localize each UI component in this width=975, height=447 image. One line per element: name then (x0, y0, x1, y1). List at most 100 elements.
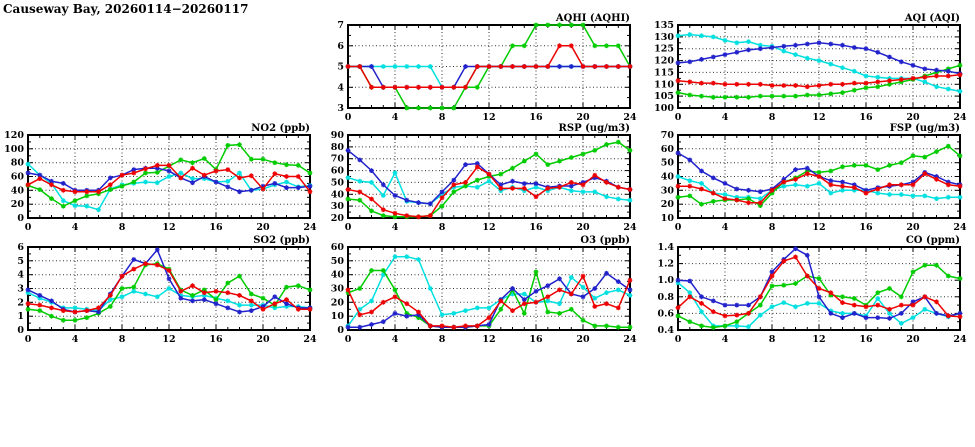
svg-text:40: 40 (331, 270, 345, 281)
chart-svg-no2: 0 20 40 60 80 100 120 0 4 8 12 16 20 24 NO2 (ppb) (4, 123, 317, 232)
svg-text:20: 20 (906, 112, 920, 122)
svg-text:100: 100 (4, 144, 24, 155)
svg-text:1: 1 (17, 311, 24, 322)
svg-text:8: 8 (769, 112, 776, 122)
svg-text:0: 0 (675, 334, 682, 344)
svg-text:12: 12 (482, 112, 495, 122)
svg-text:8: 8 (769, 222, 776, 232)
svg-text:20: 20 (576, 334, 590, 344)
svg-text:40: 40 (331, 189, 345, 200)
svg-text:2: 2 (17, 297, 24, 308)
series-markers-red (345, 43, 633, 90)
svg-text:16: 16 (859, 222, 873, 232)
svg-text:0: 0 (17, 325, 24, 336)
svg-text:0: 0 (675, 222, 682, 232)
svg-text:5: 5 (17, 256, 24, 267)
svg-text:70: 70 (331, 154, 345, 165)
series-green (345, 268, 633, 330)
y-axis-labels: 0 20 40 60 80 100 120 (4, 130, 24, 224)
svg-text:8: 8 (439, 112, 446, 122)
svg-text:8: 8 (439, 334, 446, 344)
svg-text:16: 16 (859, 112, 873, 122)
svg-text:80: 80 (331, 142, 345, 153)
svg-text:40: 40 (11, 185, 25, 196)
svg-text:0: 0 (675, 112, 682, 122)
series-red (25, 261, 313, 315)
chart-title-rsp: RSP (ug/m3) (559, 123, 630, 134)
series-red (345, 43, 633, 90)
y-axis-labels: 10 20 30 40 50 60 70 (661, 130, 675, 224)
svg-text:115: 115 (654, 67, 674, 78)
series-markers-red (675, 254, 963, 320)
svg-text:20: 20 (661, 199, 675, 210)
svg-text:120: 120 (4, 130, 24, 141)
svg-text:100: 100 (654, 103, 674, 114)
svg-text:0: 0 (25, 334, 32, 344)
svg-text:8: 8 (769, 334, 776, 344)
series-markers-red (345, 273, 633, 330)
x-axis-labels: 0 4 8 12 16 20 24 (345, 112, 637, 122)
series-blue (25, 247, 313, 315)
svg-text:4: 4 (337, 82, 344, 93)
chart-co: 0.4 0.6 0.8 1.0 1.2 1.4 0 4 8 12 16 20 24 CO (ppm) (650, 231, 970, 344)
y-axis-labels: 0 1 2 3 4 5 6 (17, 242, 24, 336)
chart-svg-o3: 0 10 20 30 40 50 60 0 4 8 12 16 20 24 O3 (ppb) (331, 235, 637, 344)
svg-text:135: 135 (654, 20, 674, 31)
y-axis-labels: 0 10 20 30 40 50 60 (331, 242, 345, 336)
gridlines (28, 247, 310, 330)
svg-text:4: 4 (72, 222, 79, 232)
svg-text:24: 24 (303, 222, 317, 232)
x-axis-labels: 0 4 8 12 16 20 24 (25, 222, 317, 232)
chart-rsp: 20 30 40 50 60 70 80 90 0 4 8 12 16 20 24 RSP (ug/m3) (320, 119, 640, 232)
svg-text:50: 50 (331, 256, 345, 267)
svg-text:1.4: 1.4 (657, 242, 674, 253)
svg-text:8: 8 (119, 334, 126, 344)
svg-text:4: 4 (392, 112, 399, 122)
x-axis-labels: 0 4 8 12 16 20 24 (345, 334, 637, 344)
svg-text:24: 24 (623, 112, 637, 122)
svg-text:24: 24 (953, 334, 967, 344)
chart-title-no2: NO2 (ppb) (251, 123, 310, 134)
svg-text:20: 20 (576, 222, 590, 232)
svg-text:24: 24 (303, 334, 317, 344)
series-red (25, 163, 313, 195)
series-markers-green (345, 268, 633, 330)
svg-text:125: 125 (654, 44, 674, 55)
svg-text:0.6: 0.6 (657, 308, 674, 319)
svg-text:110: 110 (654, 79, 674, 90)
series-blue (675, 246, 963, 321)
svg-text:16: 16 (529, 222, 543, 232)
svg-text:60: 60 (661, 144, 675, 155)
gridlines (678, 247, 960, 330)
y-axis-labels: 3 4 5 6 7 (337, 20, 344, 114)
svg-text:50: 50 (661, 158, 675, 169)
svg-text:16: 16 (859, 334, 873, 344)
svg-text:5: 5 (337, 62, 344, 73)
svg-text:90: 90 (331, 130, 345, 141)
page-title: Causeway Bay, 20260114−20260117 (3, 2, 249, 16)
svg-text:50: 50 (331, 177, 345, 188)
gridlines (678, 135, 960, 218)
svg-text:105: 105 (654, 91, 674, 102)
svg-text:16: 16 (209, 334, 223, 344)
svg-text:30: 30 (331, 201, 345, 212)
svg-text:3: 3 (17, 284, 24, 295)
series-line-blue (677, 247, 961, 320)
svg-text:0: 0 (345, 112, 352, 122)
svg-text:4: 4 (17, 270, 24, 281)
chart-svg-fsp: 10 20 30 40 50 60 70 0 4 8 12 16 20 24 FSP (ug/m3) (661, 123, 967, 232)
chart-aqi: 100 105 110 115 120 125 130 135 0 4 8 12 16 20 24 AQI (… (650, 9, 970, 122)
svg-text:20: 20 (331, 297, 345, 308)
svg-text:16: 16 (209, 222, 223, 232)
series-line-blue (348, 65, 630, 89)
svg-text:20: 20 (11, 199, 25, 210)
series-red (675, 254, 963, 320)
series-markers-red (25, 261, 313, 315)
svg-text:20: 20 (576, 112, 590, 122)
x-axis-labels: 0 4 8 12 16 20 24 (675, 222, 967, 232)
